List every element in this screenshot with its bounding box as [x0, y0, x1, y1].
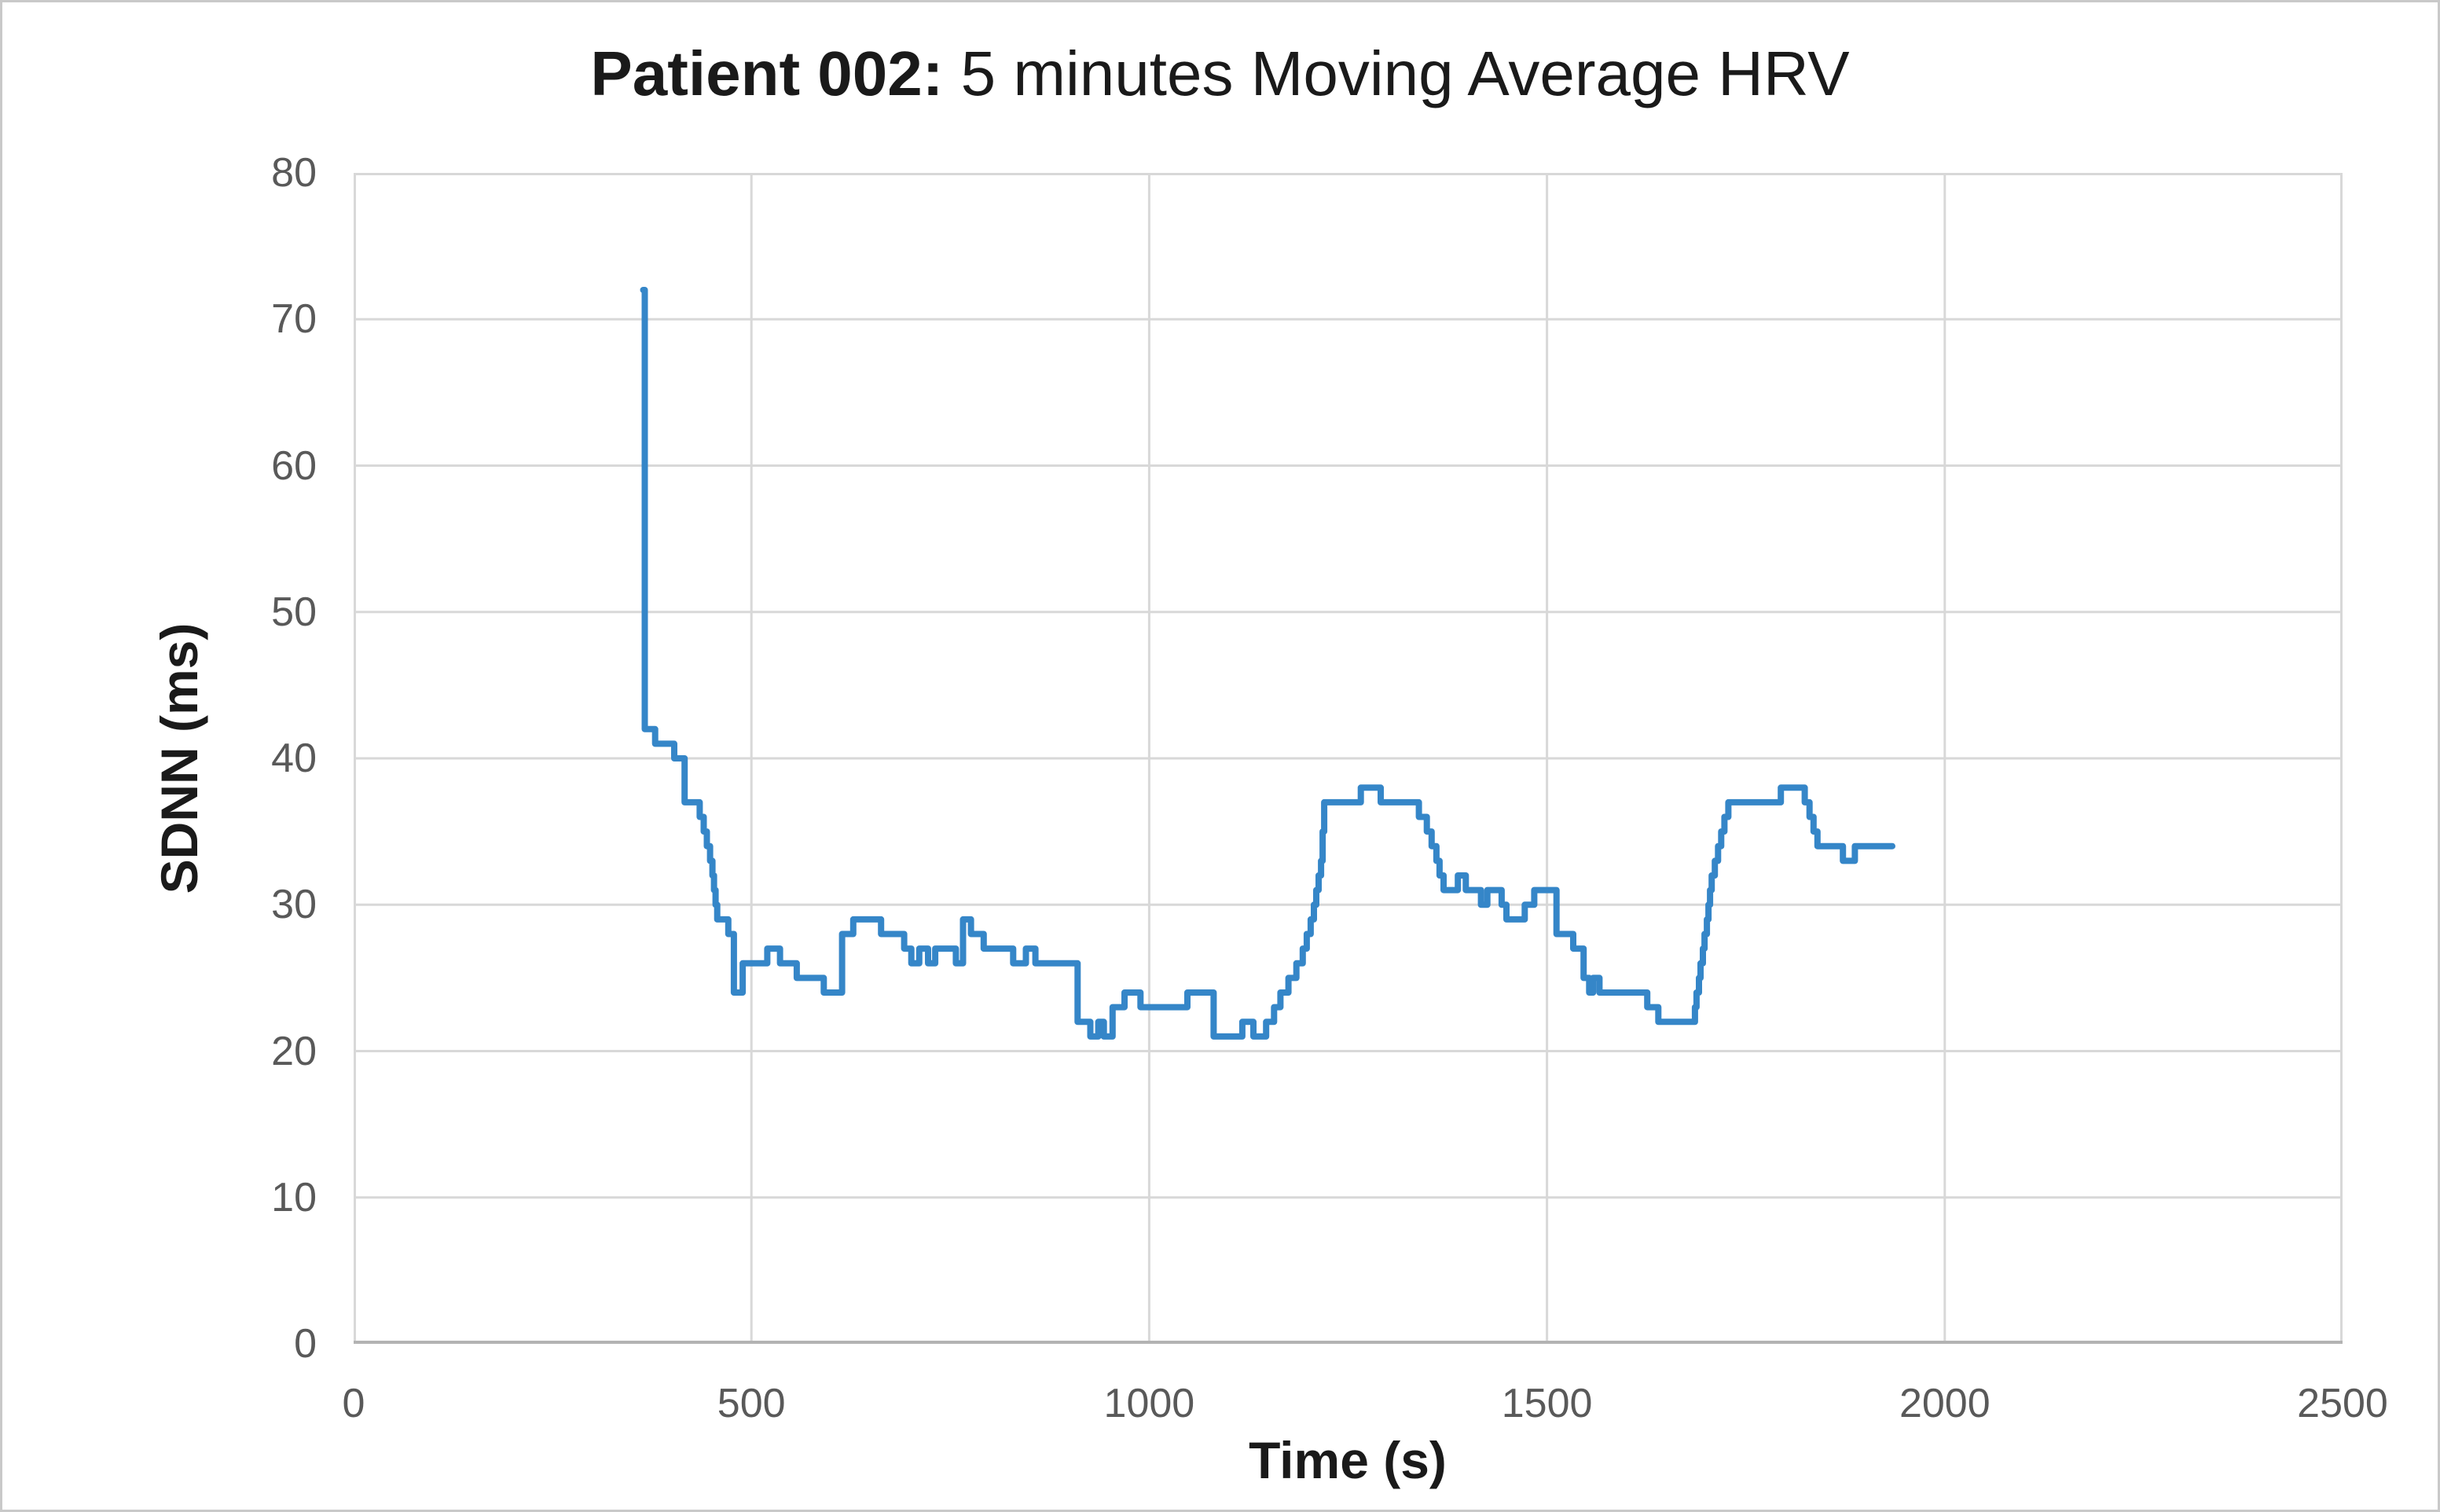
- y-tick-label: 0: [294, 1321, 317, 1367]
- y-tick-label: 40: [271, 736, 317, 781]
- x-tick-label: 1500: [1501, 1381, 1593, 1426]
- x-tick-label: 1000: [1103, 1381, 1195, 1426]
- chart-title-regular: 5 minutes Moving Average HRV: [960, 39, 1850, 108]
- y-tick-label: 20: [271, 1028, 317, 1074]
- chart-title: Patient 002: 5 minutes Moving Average HR…: [2, 39, 2438, 109]
- chart-title-bold: Patient 002:: [590, 39, 944, 108]
- x-tick-label: 0: [342, 1381, 365, 1426]
- x-tick-label: 2500: [2297, 1381, 2388, 1426]
- y-tick-label: 60: [271, 442, 317, 489]
- plot-area: [354, 173, 2343, 1344]
- y-tick-label: 10: [271, 1174, 317, 1220]
- y-tick-label: 50: [271, 589, 317, 635]
- x-tick-label: 500: [717, 1381, 786, 1426]
- series-line: [640, 287, 1895, 1040]
- x-tick-label: 2000: [1899, 1381, 1991, 1426]
- y-tick-label: 30: [271, 882, 317, 928]
- y-tick-label: 70: [271, 296, 317, 343]
- x-axis-title: Time (s): [1249, 1431, 1447, 1489]
- y-tick-label: 80: [271, 150, 317, 196]
